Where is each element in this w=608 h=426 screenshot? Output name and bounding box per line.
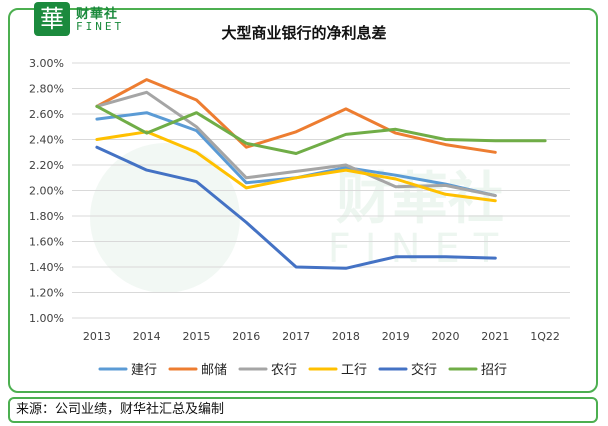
line-chart: 财華社FINET1.00%1.20%1.40%1.60%1.80%2.00%2.… xyxy=(29,57,570,378)
x-tick-label: 2019 xyxy=(382,330,410,343)
legend-entry: 建行 xyxy=(131,363,157,378)
source-note: 来源：公司业绩，财华社汇总及编制 xyxy=(8,397,598,423)
chart-title: 大型商业银行的净利息差 xyxy=(221,24,387,42)
legend-entry: 交行 xyxy=(411,362,437,378)
legend-entry: 招行 xyxy=(481,363,507,378)
watermark-badge-icon xyxy=(90,143,240,293)
chart-frame xyxy=(8,8,598,393)
y-tick-label: 2.80% xyxy=(29,83,64,96)
y-tick-label: 3.00% xyxy=(29,57,64,70)
x-tick-label: 2014 xyxy=(133,330,161,343)
logo-badge-icon: 華 xyxy=(34,2,70,36)
series-line-交行 xyxy=(95,145,497,270)
x-tick-label: 2018 xyxy=(332,330,360,343)
series-line-工行 xyxy=(95,130,497,203)
y-tick-label: 1.20% xyxy=(29,287,64,300)
y-tick-label: 2.20% xyxy=(29,159,64,172)
legend-entry: 农行 xyxy=(271,363,297,378)
logo-name-cn: 财華社 xyxy=(76,7,119,22)
y-tick-label: 1.60% xyxy=(29,236,64,249)
logo-name-en: FINET xyxy=(76,20,125,33)
legend-entry: 工行 xyxy=(341,363,367,378)
watermark-name-en: FINET xyxy=(328,226,512,272)
x-tick-label: 2013 xyxy=(83,330,111,343)
y-tick-label: 2.00% xyxy=(29,185,64,198)
y-tick-label: 2.40% xyxy=(29,134,64,147)
series-line-招行 xyxy=(95,104,547,155)
x-tick-label: 2017 xyxy=(282,330,310,343)
series-line-农行 xyxy=(95,90,497,198)
x-tick-label: 2015 xyxy=(183,330,211,343)
y-tick-label: 1.40% xyxy=(29,261,64,274)
x-tick-label: 2016 xyxy=(232,330,260,343)
y-tick-label: 1.00% xyxy=(29,312,64,325)
x-tick-label: 2021 xyxy=(481,330,509,343)
y-tick-label: 2.60% xyxy=(29,108,64,121)
x-tick-label: 2020 xyxy=(432,330,460,343)
finet-logo: 華 财華社 FINET xyxy=(34,2,144,36)
y-tick-label: 1.80% xyxy=(29,210,64,223)
legend-entry: 邮储 xyxy=(201,363,227,378)
x-tick-label: 1Q22 xyxy=(530,330,560,343)
series-line-邮储 xyxy=(95,78,497,154)
